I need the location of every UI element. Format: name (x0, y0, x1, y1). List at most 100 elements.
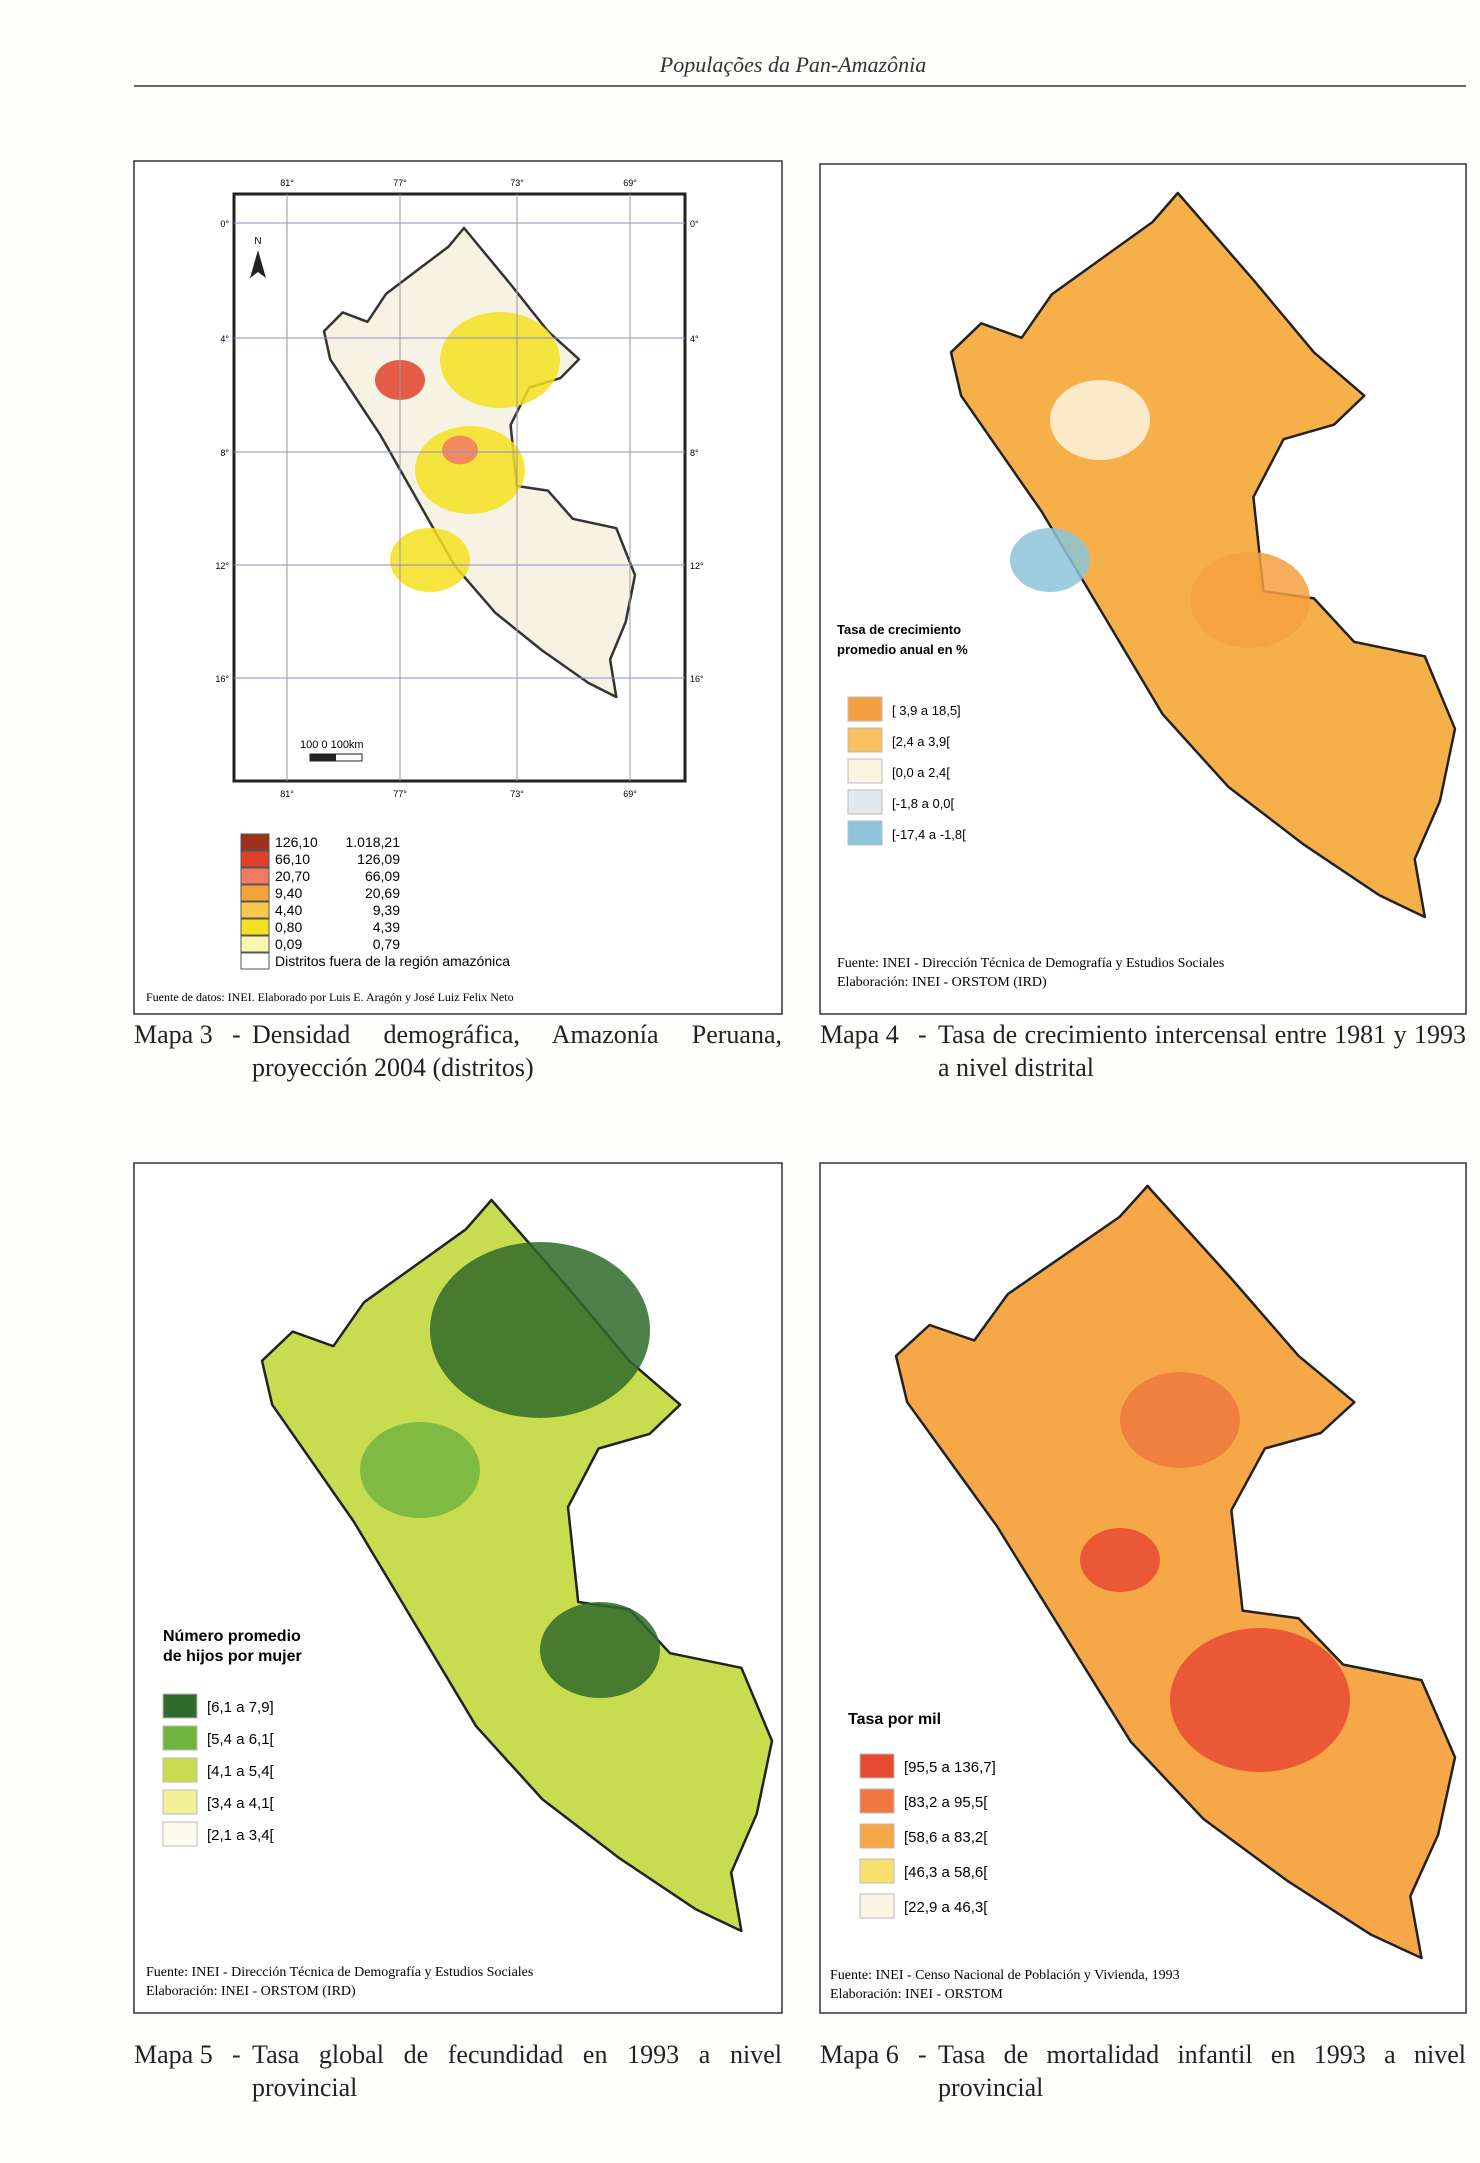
longitude-label: 69° (623, 178, 637, 188)
legend-swatch (162, 1725, 198, 1751)
legend-swatch (240, 833, 270, 851)
country-outline (260, 1198, 774, 1933)
legend-to: 66,09 (365, 868, 400, 884)
legend-title: Tasa de crecimiento promedio anual en % (837, 622, 968, 657)
source-note: Fuente: INEI - Censo Nacional de Poblaci… (830, 1968, 1180, 1983)
scale-label: 100 0 100km (300, 739, 364, 751)
legend-label: [83,2 a 95,5[ (904, 1794, 988, 1811)
legend-to: 9,39 (373, 902, 400, 918)
latitude-label: 0° (220, 219, 229, 229)
caption-text: Tasa de mortalidad infantil en 1993 a ni… (938, 2040, 1466, 2102)
legend-swatch (240, 918, 270, 936)
region-patch (1120, 1372, 1240, 1468)
latitude-label: 8° (220, 448, 229, 458)
caption-dash: - (918, 1020, 927, 1049)
legend-to: 20,69 (365, 885, 400, 901)
legend-swatch (859, 1858, 895, 1884)
caption-text: Tasa de crecimiento intercensal entre 19… (938, 1020, 1466, 1082)
longitude-label: 73° (510, 178, 524, 188)
latitude-label: 12° (215, 561, 229, 571)
source-note: Elaboración: INEI - ORSTOM (830, 1987, 1003, 2002)
legend-label: [22,9 a 46,3[ (904, 1899, 988, 1916)
region-patch (430, 1242, 650, 1418)
legend-swatch (847, 820, 883, 846)
legend-swatch (162, 1821, 198, 1847)
legend-swatch (240, 935, 270, 953)
legend-swatch (859, 1788, 895, 1814)
legend-label: [6,1 a 7,9] (207, 1699, 274, 1716)
country-outline (894, 1184, 1457, 1960)
legend-swatch (240, 952, 270, 970)
north-label: N (254, 236, 261, 247)
legend-label: [2,4 a 3,9[ (892, 734, 950, 749)
longitude-label: 69° (623, 789, 637, 799)
legend-label: [3,4 a 4,1[ (207, 1795, 275, 1812)
caption: Mapa 6- Tasa de mortalidad infantil en 19… (820, 2038, 1466, 2108)
caption-text: Densidad demográfica, Amazonía Peruana, … (252, 1020, 782, 1082)
legend-swatch (847, 758, 883, 784)
latitude-label: 8° (690, 448, 699, 458)
legend-from: 9,40 (275, 885, 302, 901)
legend-swatch (240, 884, 270, 902)
legend-swatch (859, 1823, 895, 1849)
region-patch (1080, 1528, 1160, 1592)
legend-swatch (859, 1893, 895, 1919)
north-arrow (250, 250, 266, 278)
region-patch (1170, 1628, 1350, 1772)
legend-title: Número promedio de hijos por mujer (163, 1628, 302, 1665)
legend-swatch (240, 850, 270, 868)
source-note: Fuente: INEI - Dirección Técnica de Demo… (837, 956, 1224, 971)
legend-to: 1.018,21 (346, 834, 401, 850)
region-patch (442, 435, 478, 465)
latitude-label: 4° (690, 334, 699, 344)
legend-label: [58,6 a 83,2[ (904, 1829, 988, 1846)
region-patch (1190, 552, 1310, 648)
legend-note: Distritos fuera de la región amazónica (275, 953, 510, 969)
legend-label: [ 3,9 a 18,5] (892, 703, 961, 718)
caption-dash: - (232, 2040, 241, 2069)
legend-from: 66,10 (275, 851, 310, 867)
latitude-label: 4° (220, 334, 229, 344)
latitude-label: 16° (690, 674, 704, 684)
longitude-label: 73° (510, 789, 524, 799)
source-note: Elaboración: INEI - ORSTOM (IRD) (837, 975, 1047, 990)
caption: Mapa 5- Tasa global de fecundidad en 1993… (134, 2038, 782, 2108)
legend-from: 126,10 (275, 834, 318, 850)
legend-title: Tasa por mil (848, 1711, 941, 1728)
legend-label: [-17,4 a -1,8[ (892, 827, 966, 842)
legend-swatch (240, 901, 270, 919)
legend-swatch (859, 1753, 895, 1779)
longitude-label: 81° (280, 789, 294, 799)
legend-to: 4,39 (373, 919, 400, 935)
longitude-label: 77° (393, 789, 407, 799)
legend-label: [-1,8 a 0,0[ (892, 796, 955, 811)
legend-from: 0,80 (275, 919, 302, 935)
legend-swatch (847, 696, 883, 722)
caption-label: Mapa 4 (820, 1020, 899, 1049)
longitude-label: 81° (280, 178, 294, 188)
caption: Mapa 3- Densidad demográfica, Amazonía Pe… (134, 1018, 782, 1088)
region-patch (540, 1602, 660, 1698)
caption-dash: - (232, 1020, 241, 1049)
caption-text: Tasa global de fecundidad en 1993 a nive… (252, 2040, 782, 2102)
legend-swatch (162, 1757, 198, 1783)
caption: Mapa 4- Tasa de crecimiento intercensal e… (820, 1018, 1466, 1088)
legend-label: [0,0 a 2,4[ (892, 765, 950, 780)
legend-label: [5,4 a 6,1[ (207, 1731, 275, 1748)
legend-swatch (847, 727, 883, 753)
legend-swatch (162, 1693, 198, 1719)
running-header: Populações da Pan-Amazônia (659, 52, 926, 77)
legend-label: [4,1 a 5,4[ (207, 1763, 275, 1780)
source-note: Elaboración: INEI - ORSTOM (IRD) (146, 1984, 356, 1999)
legend-from: 20,70 (275, 868, 310, 884)
caption-dash: - (918, 2040, 927, 2069)
region-patch (1010, 528, 1090, 592)
region-patch (390, 528, 470, 592)
legend-swatch (847, 789, 883, 815)
map-layer: 0° 0° 4° 4° 8° 8° 12° 12° 16° 16° 81° 81° 77° 77° 73° 7… (146, 178, 1457, 2002)
latitude-label: 16° (215, 674, 229, 684)
scale-bar (310, 754, 336, 761)
legend-label: [95,5 a 136,7] (904, 1759, 996, 1776)
legend-to: 126,09 (357, 851, 400, 867)
